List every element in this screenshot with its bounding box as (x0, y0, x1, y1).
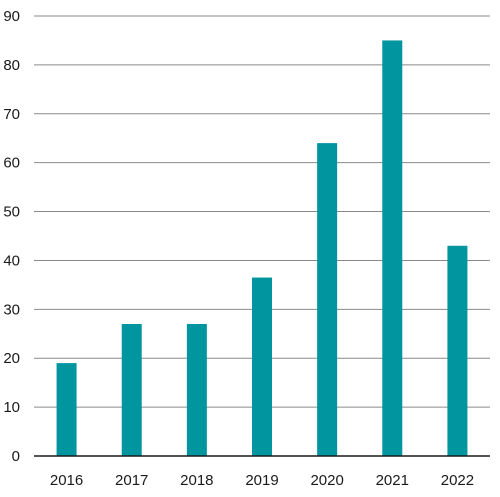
x-tick-label: 2017 (115, 472, 148, 489)
bar-2022 (447, 245, 468, 456)
y-tick-label: 50 (3, 204, 20, 221)
y-tick-label: 10 (3, 399, 20, 416)
bar-2020 (317, 143, 338, 456)
x-axis-tick-labels: 2016 2017 2018 2019 2020 2021 2022 (50, 472, 474, 489)
y-tick-label: 60 (3, 155, 20, 172)
y-tick-label: 30 (3, 301, 20, 318)
x-tick-label: 2021 (376, 472, 409, 489)
bar-2016 (56, 363, 77, 456)
bar-2018 (186, 324, 207, 456)
bar-2017 (121, 324, 142, 456)
bar-2021 (382, 40, 403, 456)
gridlines (34, 15, 490, 408)
y-tick-label: 80 (3, 57, 20, 74)
y-tick-label: 90 (3, 8, 20, 25)
x-tick-label: 2018 (180, 472, 213, 489)
x-tick-label: 2019 (245, 472, 278, 489)
y-tick-label: 40 (3, 252, 20, 269)
y-tick-label: 20 (3, 350, 20, 367)
y-tick-label: 0 (12, 448, 20, 465)
y-axis-tick-labels: 0 10 20 30 40 50 60 70 80 90 (3, 8, 20, 465)
bar-2019 (252, 277, 272, 456)
x-tick-label: 2020 (310, 472, 343, 489)
x-tick-label: 2016 (50, 472, 83, 489)
y-tick-label: 70 (3, 106, 20, 123)
bars (56, 40, 468, 456)
x-tick-label: 2022 (441, 472, 474, 489)
